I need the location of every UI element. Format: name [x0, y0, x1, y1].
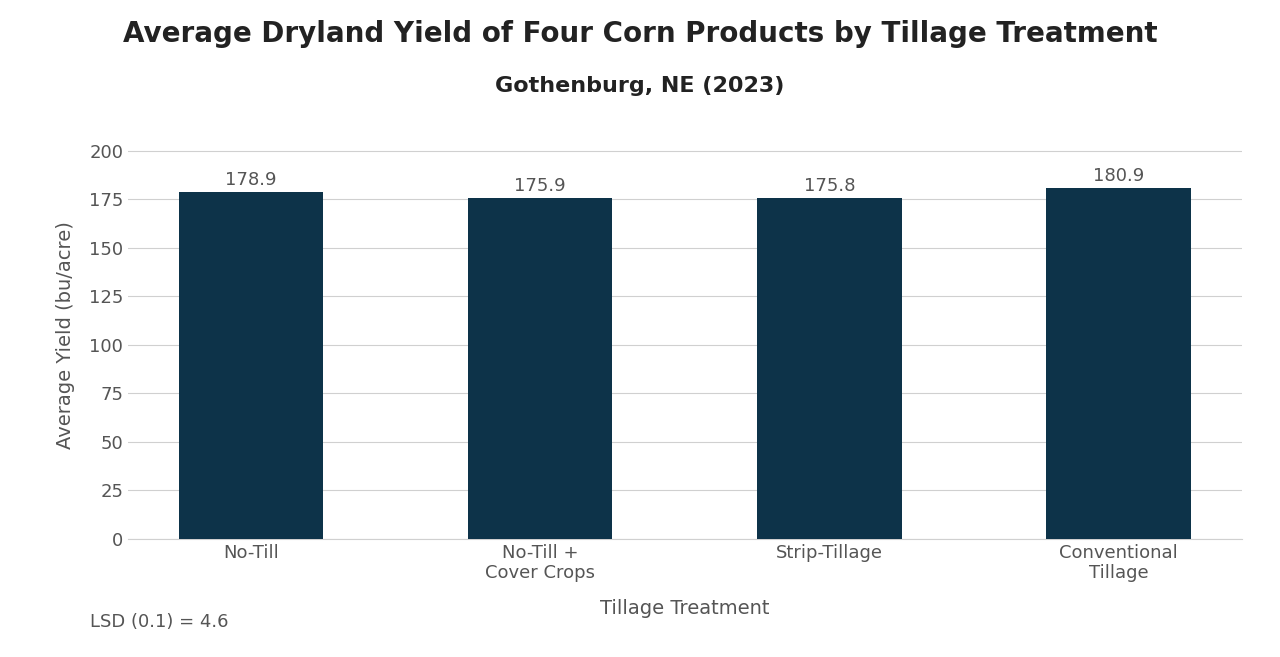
Bar	[756, 198, 901, 539]
Text: Gothenburg, NE (2023): Gothenburg, NE (2023)	[495, 76, 785, 95]
X-axis label: Tillage Treatment: Tillage Treatment	[600, 599, 769, 618]
Text: 175.8: 175.8	[804, 177, 855, 195]
Bar	[468, 198, 613, 539]
Bar	[1046, 188, 1190, 539]
Text: 180.9: 180.9	[1093, 167, 1144, 185]
Text: LSD (0.1) = 4.6: LSD (0.1) = 4.6	[90, 613, 228, 631]
Bar	[179, 192, 324, 539]
Y-axis label: Average Yield (bu/acre): Average Yield (bu/acre)	[56, 221, 74, 449]
Text: 175.9: 175.9	[515, 177, 566, 194]
Text: Average Dryland Yield of Four Corn Products by Tillage Treatment: Average Dryland Yield of Four Corn Produ…	[123, 20, 1157, 48]
Text: 178.9: 178.9	[225, 171, 276, 189]
